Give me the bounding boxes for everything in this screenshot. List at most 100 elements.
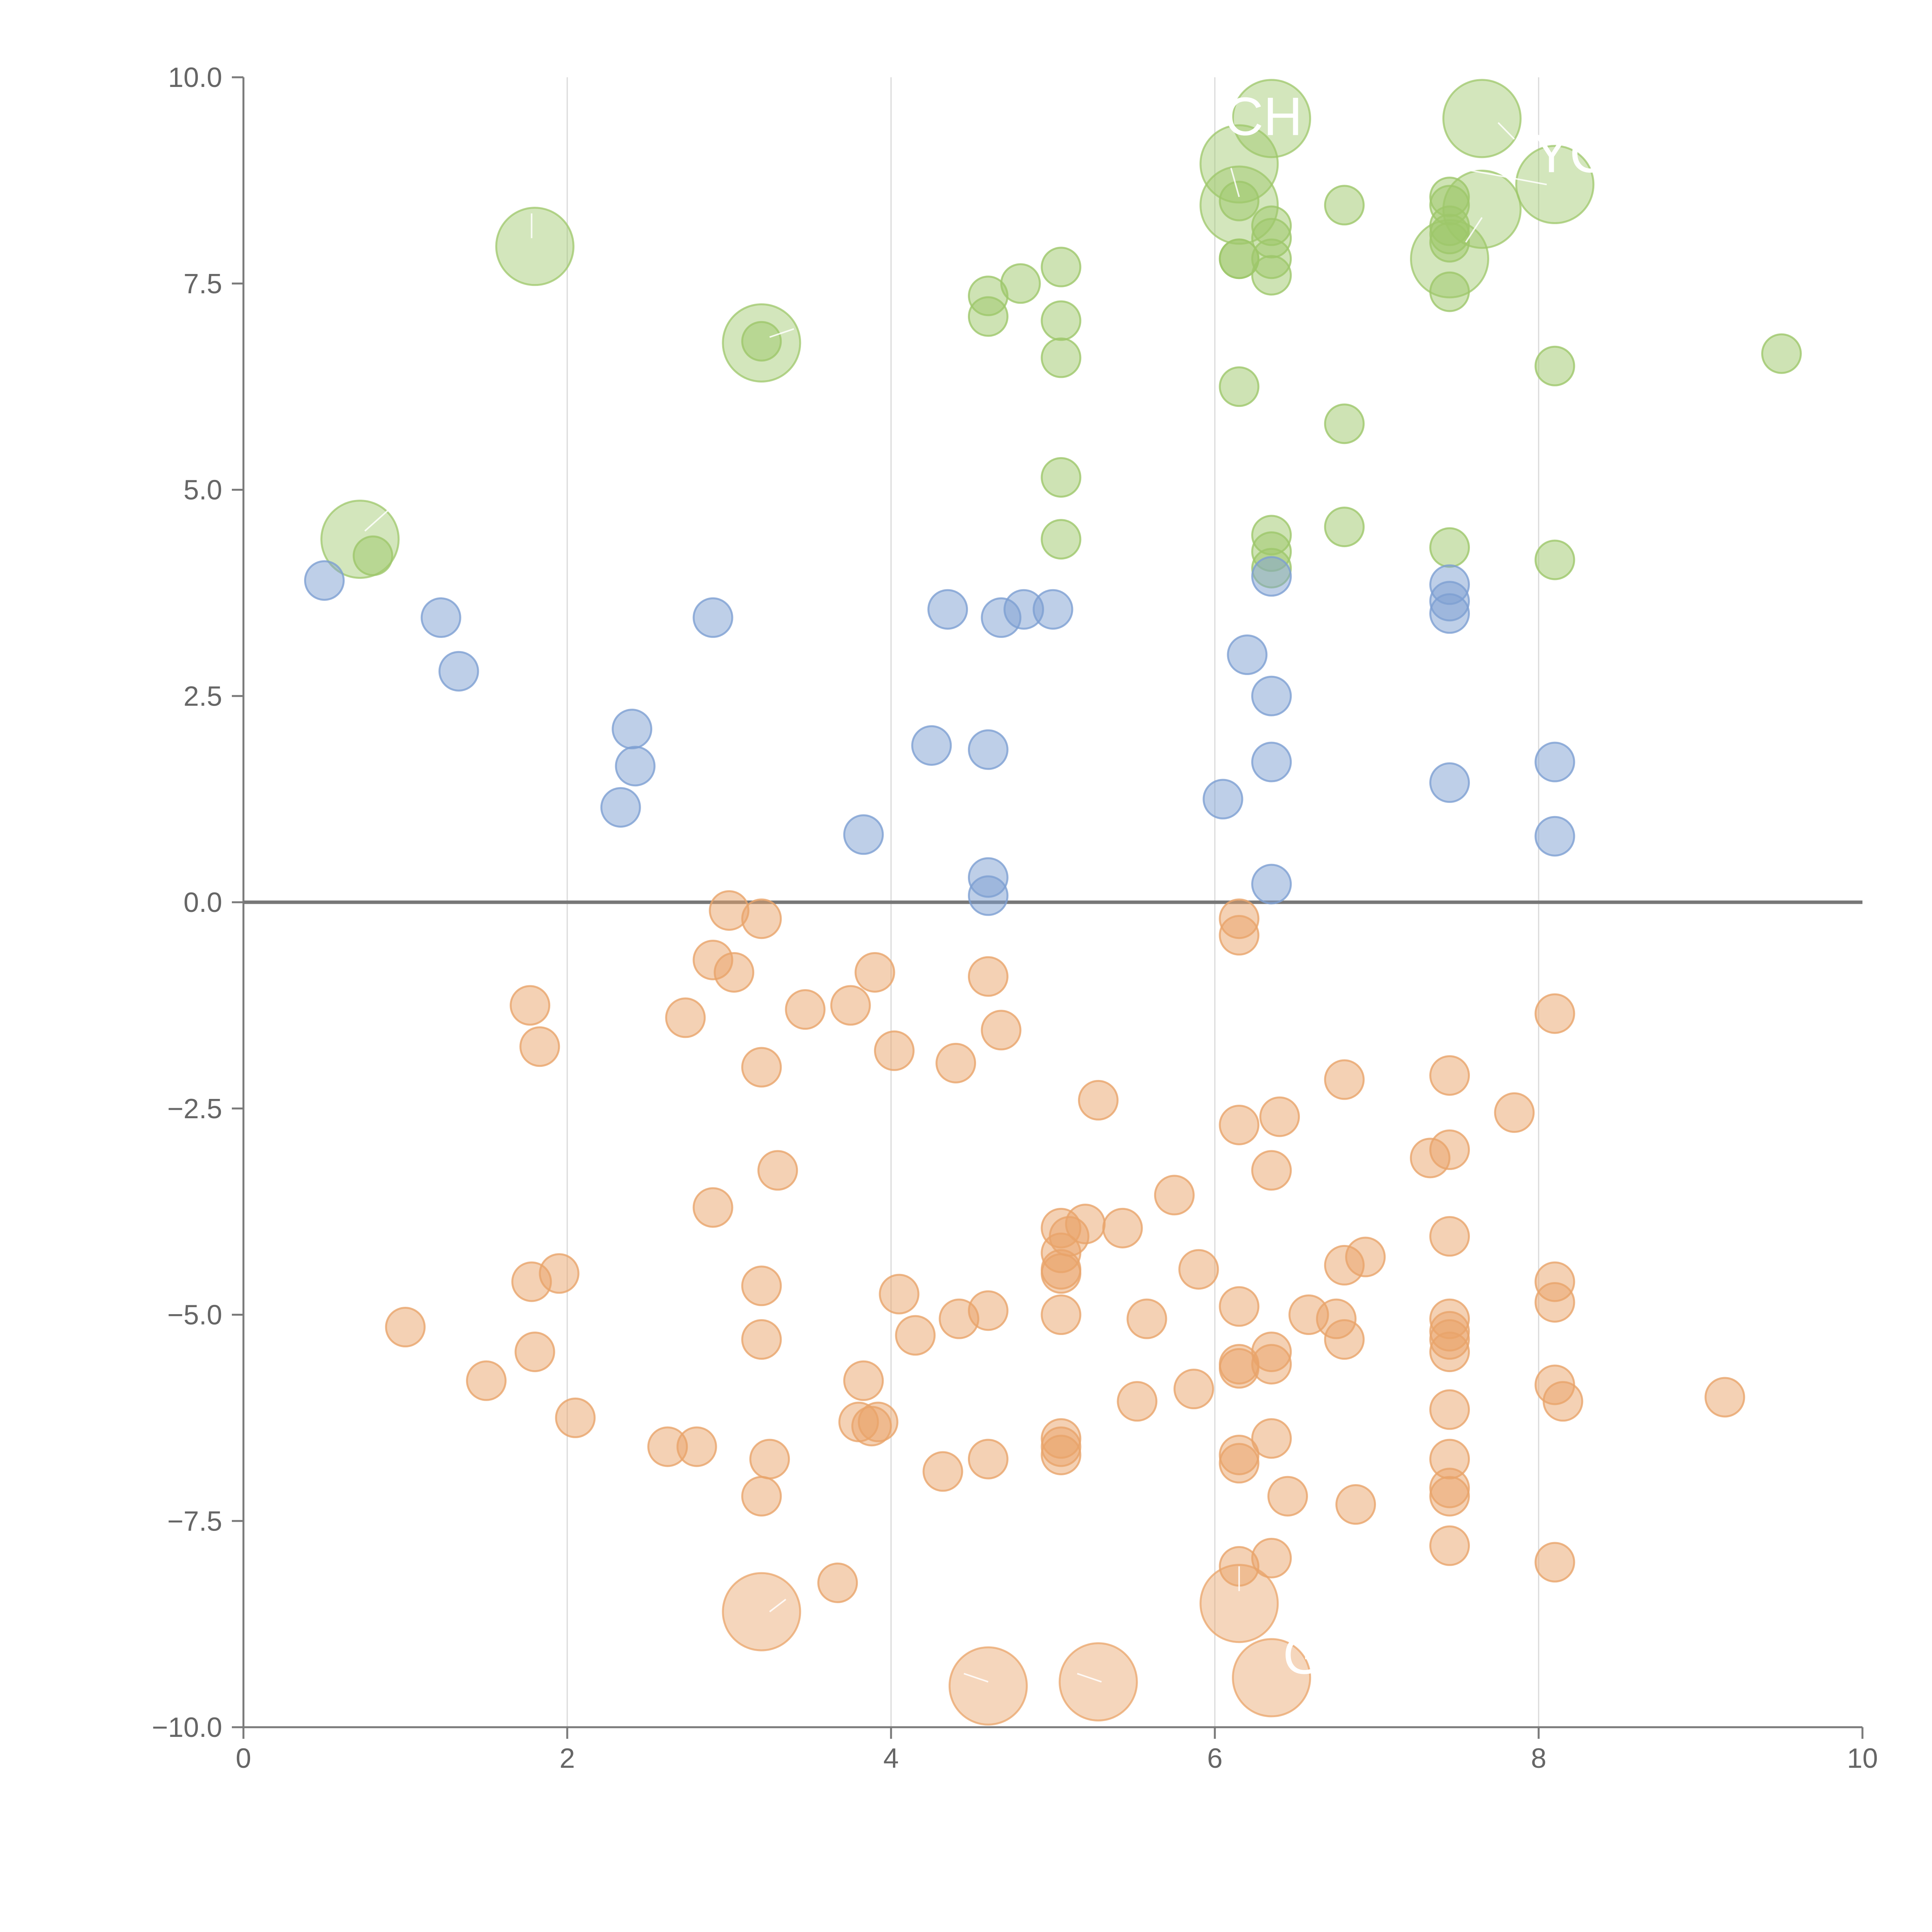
scatter-point: [1251, 742, 1292, 782]
scatter-point: [352, 535, 393, 576]
scatter-point: [1543, 1381, 1583, 1422]
scatter-point: [1335, 1484, 1376, 1525]
scatter-point: [1154, 1175, 1195, 1216]
scatter-point: [1429, 1055, 1470, 1096]
scatter-point: [1324, 507, 1365, 548]
scatter-point: [1202, 779, 1243, 820]
scatter-point: [665, 997, 706, 1038]
scatter-point: [1041, 337, 1082, 378]
scatter-point: [1429, 222, 1470, 263]
scatter-point: [981, 1010, 1022, 1051]
scatter-point: [438, 651, 479, 692]
scatter-point: [1324, 1059, 1365, 1100]
annotation-label: CH: [1225, 86, 1303, 146]
scatter-point: [1534, 539, 1575, 580]
scatter-point: [1429, 593, 1470, 634]
scatter-point: [1429, 762, 1470, 803]
scatter-point: [1041, 300, 1082, 341]
scatter-point: [1534, 1542, 1575, 1583]
scatter-point: [1219, 1286, 1260, 1327]
scatter-point: [879, 1274, 920, 1315]
scatter-point: [1219, 180, 1260, 221]
y-tick-label: 10.0: [168, 62, 222, 93]
scatter-point: [741, 1265, 782, 1306]
scatter-point: [741, 898, 782, 939]
scatter-point: [895, 1315, 936, 1356]
scatter-point: [1251, 1344, 1292, 1385]
scatter-point: [854, 952, 895, 993]
scatter-point: [1534, 1282, 1575, 1323]
scatter-point: [612, 709, 653, 750]
scatter-point: [1534, 742, 1575, 782]
scatter-point: [676, 1426, 717, 1467]
scatter-point: [1429, 1525, 1470, 1566]
scatter-point: [1429, 271, 1470, 312]
scatter-point: [1251, 864, 1292, 905]
annotation-leader-line: [1230, 168, 1240, 197]
scatter-point: [1251, 1150, 1292, 1191]
x-tick-label: 6: [1207, 1743, 1223, 1774]
scatter-point: [741, 1319, 782, 1360]
scatter-point: [1761, 333, 1802, 374]
x-tick-label: 10: [1847, 1743, 1878, 1774]
scatter-point: [1345, 1236, 1386, 1277]
scatter-point: [1534, 993, 1575, 1034]
scatter-point: [1251, 556, 1292, 597]
scatter-point: [1429, 1129, 1470, 1170]
y-tick-label: −2.5: [167, 1094, 222, 1124]
axes: 0 2 4 6 8 10 10.0 7.5 5.0 2.5 0.0 −2.5 −5.0 −7.5 −10.0: [152, 62, 1878, 1774]
scatter-point: [1251, 1537, 1292, 1578]
scatter-point: [741, 321, 782, 362]
scatter-point: [1117, 1381, 1158, 1422]
y-tick-label: 7.5: [184, 269, 222, 299]
annotation-leader-line: [769, 1599, 786, 1612]
scatter-point-large: [1232, 1638, 1311, 1718]
annotation-leader-line: [769, 328, 794, 338]
annotation-leader-line: [963, 1673, 989, 1683]
scatter-point-large: [495, 207, 575, 286]
scatter-point: [692, 597, 733, 638]
scatter-point: [600, 787, 641, 828]
series-blue: [304, 556, 1575, 916]
scatter-point: [1102, 1208, 1143, 1248]
scatter-point: [510, 985, 551, 1026]
scatter-point: [1324, 403, 1365, 444]
scatter-point: [1219, 366, 1260, 407]
scatter-point: [1324, 185, 1365, 226]
scatter-point: [304, 560, 345, 601]
scatter-point: [1227, 634, 1268, 675]
scatter-point: [1534, 345, 1575, 386]
scatter-point: [1178, 1249, 1219, 1290]
x-tick-label: 0: [236, 1743, 251, 1774]
scatter-point: [1259, 1096, 1300, 1137]
scatter-point: [927, 589, 968, 630]
annotation-label: YC: [1534, 123, 1609, 184]
scatter-point: [1494, 1092, 1535, 1133]
scatter-point: [1267, 1476, 1308, 1517]
scatter-point: [817, 1562, 858, 1603]
y-tick-label: 0.0: [184, 887, 222, 918]
scatter-point: [466, 1360, 507, 1401]
scatter-point: [1041, 247, 1082, 287]
scatter-point: [1251, 1418, 1292, 1459]
scatter-point: [741, 1047, 782, 1088]
scatter-point: [843, 814, 884, 855]
scatter-point: [1324, 1319, 1365, 1360]
scatter-point: [420, 597, 461, 638]
annotation-leader-line: [1077, 1673, 1102, 1683]
y-tick-label: 2.5: [184, 681, 222, 712]
scatter-point: [1534, 816, 1575, 857]
scatter-point: [1429, 1332, 1470, 1372]
scatter-point: [1251, 675, 1292, 716]
y-tick-label: 5.0: [184, 475, 222, 506]
x-tick-label: 2: [560, 1743, 575, 1774]
scatter-point: [1126, 1298, 1167, 1339]
scatter-point: [968, 956, 1009, 997]
data-points: [304, 79, 1802, 1726]
annotation-leader-line: [1458, 167, 1547, 185]
annotations: CH YC G: [364, 86, 1609, 1685]
scatter-point: [968, 1439, 1009, 1480]
scatter-point: [1251, 255, 1292, 296]
scatter-point: [1041, 519, 1082, 560]
